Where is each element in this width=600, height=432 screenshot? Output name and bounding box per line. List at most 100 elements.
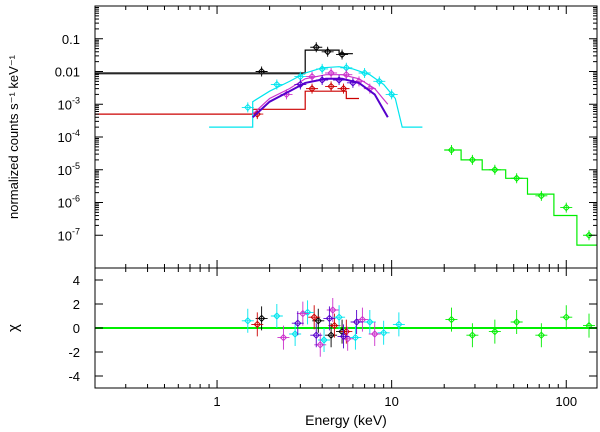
spectrum-data-point <box>312 43 320 51</box>
residual-error-bar <box>363 310 376 334</box>
residual-data-point <box>327 331 335 339</box>
spectrum-data-point <box>327 82 335 91</box>
spectrum-data-point <box>342 70 351 79</box>
spectrum-data-point <box>447 146 456 154</box>
residual-data-point <box>468 331 477 339</box>
spectrum-data-point <box>468 156 477 164</box>
residual-data-point <box>316 341 324 349</box>
residual-error-bar <box>466 323 479 348</box>
spectrum-data-point <box>335 76 343 84</box>
spectrum-data-point <box>318 65 326 73</box>
spectrum-model-line <box>252 77 389 119</box>
residual-data-point <box>294 319 302 327</box>
x-tick-label: 1 <box>213 394 220 409</box>
residual-error-bar <box>289 322 302 346</box>
residual-data-point <box>512 318 521 326</box>
spectrum-data-point <box>387 90 396 99</box>
residual-data-point <box>585 321 593 330</box>
spectrum-y-axis: 0.1 0.01 10-3 10-4 10-5 10-6 10-7 <box>55 6 597 243</box>
spectrum-series-6 <box>444 145 597 246</box>
spectrum-data-point <box>338 50 346 59</box>
spectrum-model-line <box>209 66 423 128</box>
residuals-x-axis: 1 10 100 <box>125 268 577 409</box>
spectrum-data-point <box>308 84 316 93</box>
residual-data-point <box>279 333 288 342</box>
spectrum-data-point <box>491 166 499 174</box>
residual-error-bar <box>377 320 390 345</box>
spectrum-data-point <box>585 231 593 239</box>
spectrum-series-5 <box>252 75 389 119</box>
residual-error-bar <box>368 322 381 346</box>
residual-data-point <box>335 313 343 321</box>
spectrum-data-point <box>339 84 348 93</box>
residual-data-point <box>537 331 546 339</box>
spectrum-data-point <box>253 110 261 118</box>
residual-error-bar <box>301 300 314 325</box>
residual-data-point <box>325 314 334 323</box>
residual-data-point <box>395 320 403 329</box>
residual-error-bar <box>340 319 353 344</box>
residual-data-point <box>358 315 367 324</box>
residual-error-bar <box>270 304 283 328</box>
residual-data-point <box>253 320 261 329</box>
spectrum-y-tick-label: 0.01 <box>55 65 80 80</box>
residual-data-point <box>257 314 266 323</box>
spectrum-data-point <box>512 174 521 182</box>
residual-data-point <box>291 330 299 338</box>
residuals-y-tick-label: 4 <box>73 273 80 288</box>
residuals-y-tick-label: 2 <box>73 297 80 312</box>
residual-data-point <box>342 327 351 336</box>
residual-error-bar <box>291 311 304 336</box>
spectrum-y-tick-label: 10-3 <box>58 95 80 112</box>
spectrum-data-point <box>537 192 546 200</box>
spectrum-data-point <box>562 203 570 212</box>
spectrum-series-2 <box>95 81 359 120</box>
spectrum-y-tick-label: 10-4 <box>58 128 80 145</box>
residual-data-point <box>244 317 252 325</box>
spectrum-y-tick-label: 10-7 <box>58 226 80 243</box>
spectrum-model-line <box>95 90 359 115</box>
residual-error-bar <box>296 301 309 326</box>
spectrum-y-axis-label: normalized counts s⁻¹ keV⁻¹ <box>6 54 21 219</box>
spectrum-series-4 <box>252 67 389 115</box>
residual-error-bar <box>560 305 573 330</box>
x-tick-label: 10 <box>384 394 398 409</box>
residuals-series-1 <box>251 305 353 344</box>
residual-error-bar <box>308 305 321 330</box>
residual-error-bar <box>333 305 346 330</box>
residuals-y-tick-label: 0 <box>73 321 80 336</box>
spectrum-data-point <box>296 80 305 89</box>
residual-data-point <box>562 313 570 321</box>
residual-error-bar <box>337 324 350 349</box>
residual-error-bar <box>583 313 596 338</box>
spectrum-data-point <box>318 76 326 84</box>
spectrum-series-3 <box>209 62 423 128</box>
residual-error-bar <box>535 323 548 348</box>
spectrum-data-point <box>323 48 332 56</box>
residual-error-bar <box>392 312 405 337</box>
residual-error-bar <box>356 307 369 332</box>
residual-error-bar <box>251 312 264 337</box>
spectrum-model-line <box>95 49 353 74</box>
residual-data-point <box>314 317 322 325</box>
residual-error-bar <box>445 307 458 332</box>
residual-data-point <box>339 332 348 341</box>
spectrum-x-ticks <box>125 6 567 268</box>
residuals-y-tick-label: -2 <box>68 345 80 360</box>
spectrum-data-point <box>244 103 252 112</box>
residual-error-bar <box>277 325 290 350</box>
residual-error-bar <box>323 306 336 331</box>
spectrum-data-point <box>308 72 316 81</box>
residuals-series-3 <box>277 298 381 357</box>
residual-error-bar <box>349 325 362 350</box>
residual-data-point <box>299 309 307 318</box>
residual-data-point <box>371 330 379 338</box>
spectrum-y-tick-label: 0.1 <box>62 32 80 47</box>
residual-error-bar <box>325 323 338 348</box>
residual-error-bar <box>310 323 323 348</box>
spectrum-data-point <box>257 67 266 76</box>
residual-error-bar <box>488 319 501 344</box>
spectrum-y-tick-label: 10-6 <box>58 194 80 211</box>
residual-data-point <box>447 315 456 324</box>
